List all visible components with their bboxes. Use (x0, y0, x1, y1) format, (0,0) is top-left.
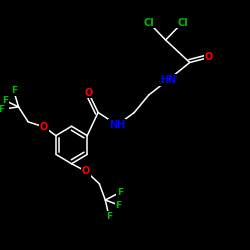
Text: O: O (82, 166, 90, 176)
Text: HN: HN (160, 75, 176, 85)
Text: F: F (2, 96, 8, 105)
Text: F: F (0, 105, 5, 114)
Text: F: F (116, 200, 122, 209)
Text: F: F (11, 86, 17, 95)
Text: Cl: Cl (177, 18, 188, 28)
Text: NH: NH (109, 120, 126, 130)
Text: Cl: Cl (143, 18, 154, 28)
Text: F: F (117, 188, 123, 197)
Text: F: F (106, 212, 112, 221)
Text: O: O (40, 122, 48, 132)
Text: O: O (84, 88, 92, 98)
Text: O: O (205, 52, 213, 62)
